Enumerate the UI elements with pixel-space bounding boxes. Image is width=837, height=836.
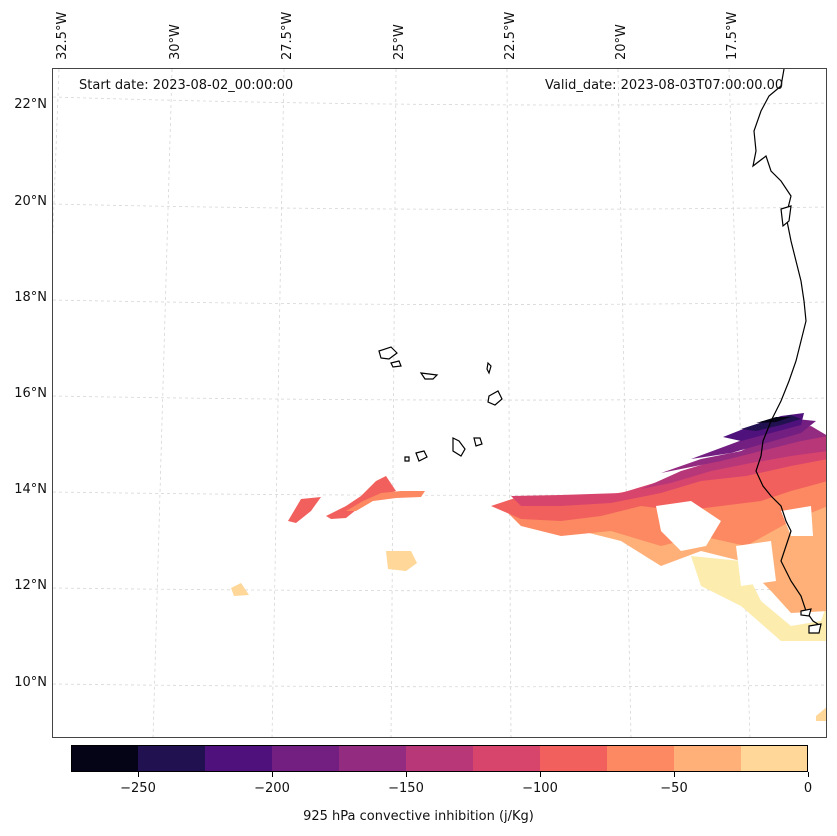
colorbar-cell: [741, 745, 808, 772]
cape-verde-island: [390, 360, 402, 368]
meridian-20w: [617, 69, 632, 737]
colorbar-cell: [339, 745, 406, 772]
cape-verde-island: [473, 437, 483, 447]
cape-verde-island: [378, 346, 398, 360]
lat-label-20n: 20°N: [14, 194, 47, 209]
parallel-12n: [53, 587, 826, 592]
cin-patch-southeast: [816, 707, 826, 721]
coastal-island: [800, 608, 812, 617]
colorbar-tick-mark: [137, 772, 139, 777]
valid-date-label: Valid_date: 2023-08-03T07:00:00.00: [545, 78, 784, 93]
start-date-label: Start date: 2023-08-02_00:00:00: [79, 78, 294, 93]
cape-verde-island: [487, 390, 503, 406]
colorbar-tick-mark: [271, 772, 273, 777]
cin-field: [231, 413, 826, 721]
lat-label-14n: 14°N: [14, 482, 47, 497]
lat-label-18n: 18°N: [14, 290, 47, 305]
cin-gap: [656, 501, 721, 551]
cape-verde-island: [415, 450, 428, 462]
meridian-17-5w: [728, 69, 751, 737]
cape-verde-island: [419, 372, 439, 380]
meridian-32-5w: [53, 69, 60, 241]
cin-level-m175: [661, 426, 826, 473]
colorbar: [71, 745, 808, 772]
meridian-22-5w: [506, 69, 512, 737]
colorbar-tick-mark: [673, 772, 675, 777]
colorbar-cell: [540, 745, 607, 772]
cin-patch-west: [386, 551, 417, 571]
cin-patch-west: [288, 497, 321, 523]
coastal-island: [780, 205, 792, 228]
lon-label-32-5w: 32.5°W: [55, 11, 70, 60]
lon-label-20w: 20°W: [614, 24, 629, 60]
lon-label-30w: 30°W: [168, 24, 183, 60]
cin-level-m25: [691, 556, 826, 641]
colorbar-cell: [272, 745, 339, 772]
lon-label-25w: 25°W: [392, 24, 407, 60]
colorbar-cell: [473, 745, 540, 772]
colorbar-tick-mark: [807, 772, 809, 777]
colorbar-tick-label: −200: [254, 781, 290, 796]
colorbar-tick-label: −50: [660, 781, 688, 796]
coastlines: [378, 69, 822, 634]
cape-verde-island: [452, 437, 466, 457]
coastal-island: [808, 623, 822, 634]
colorbar-cell: [138, 745, 205, 772]
colorbar-tick-label: −150: [388, 781, 424, 796]
colorbar-cell: [406, 745, 473, 772]
cape-verde-island: [404, 456, 410, 462]
parallel-18n: [53, 299, 826, 305]
map-canvas: [53, 69, 826, 737]
cin-patch-west: [326, 476, 396, 519]
parallel-22n: [53, 96, 826, 106]
meridian-30w: [152, 69, 173, 737]
parallel-14n: [53, 491, 826, 496]
colorbar-outline: [71, 745, 808, 772]
lon-label-27-5w: 27.5°W: [280, 11, 295, 60]
colorbar-cell: [71, 745, 138, 772]
colorbar-cell: [674, 745, 741, 772]
lat-label-12n: 12°N: [14, 578, 47, 593]
colorbar-tick-mark: [539, 772, 541, 777]
cin-patch-west: [231, 583, 249, 596]
cin-level-m275: [756, 417, 791, 423]
colorbar-tick-label: −250: [120, 781, 156, 796]
lon-label-17-5w: 17.5°W: [725, 11, 740, 60]
lon-label-22-5w: 22.5°W: [503, 11, 518, 60]
cin-level-m150: [641, 433, 826, 489]
colorbar-tick-label: −100: [522, 781, 558, 796]
lat-label-22n: 22°N: [14, 97, 47, 112]
cin-gap: [736, 541, 776, 586]
colorbar-tick-label: 0: [803, 781, 813, 796]
lat-label-16n: 16°N: [14, 386, 47, 401]
cin-patch-west: [346, 491, 425, 511]
cape-verde-island: [486, 361, 492, 375]
africa-coastline: [752, 69, 822, 627]
graticule: [53, 69, 826, 737]
meridian-27-5w: [271, 69, 285, 737]
meridian-25w: [390, 69, 397, 737]
parallel-10n: [53, 683, 826, 688]
colorbar-label: 925 hPa convective inhibition (j/Kg): [303, 809, 534, 824]
colorbar-cell: [607, 745, 674, 772]
colorbar-cell: [205, 745, 272, 772]
colorbar-tick-mark: [405, 772, 407, 777]
parallel-20n: [53, 203, 826, 210]
lat-label-10n: 10°N: [14, 675, 47, 690]
cin-level-m250: [741, 415, 801, 431]
map-frame: [52, 68, 827, 738]
cin-gap: [781, 506, 813, 536]
parallel-16n: [53, 395, 826, 401]
